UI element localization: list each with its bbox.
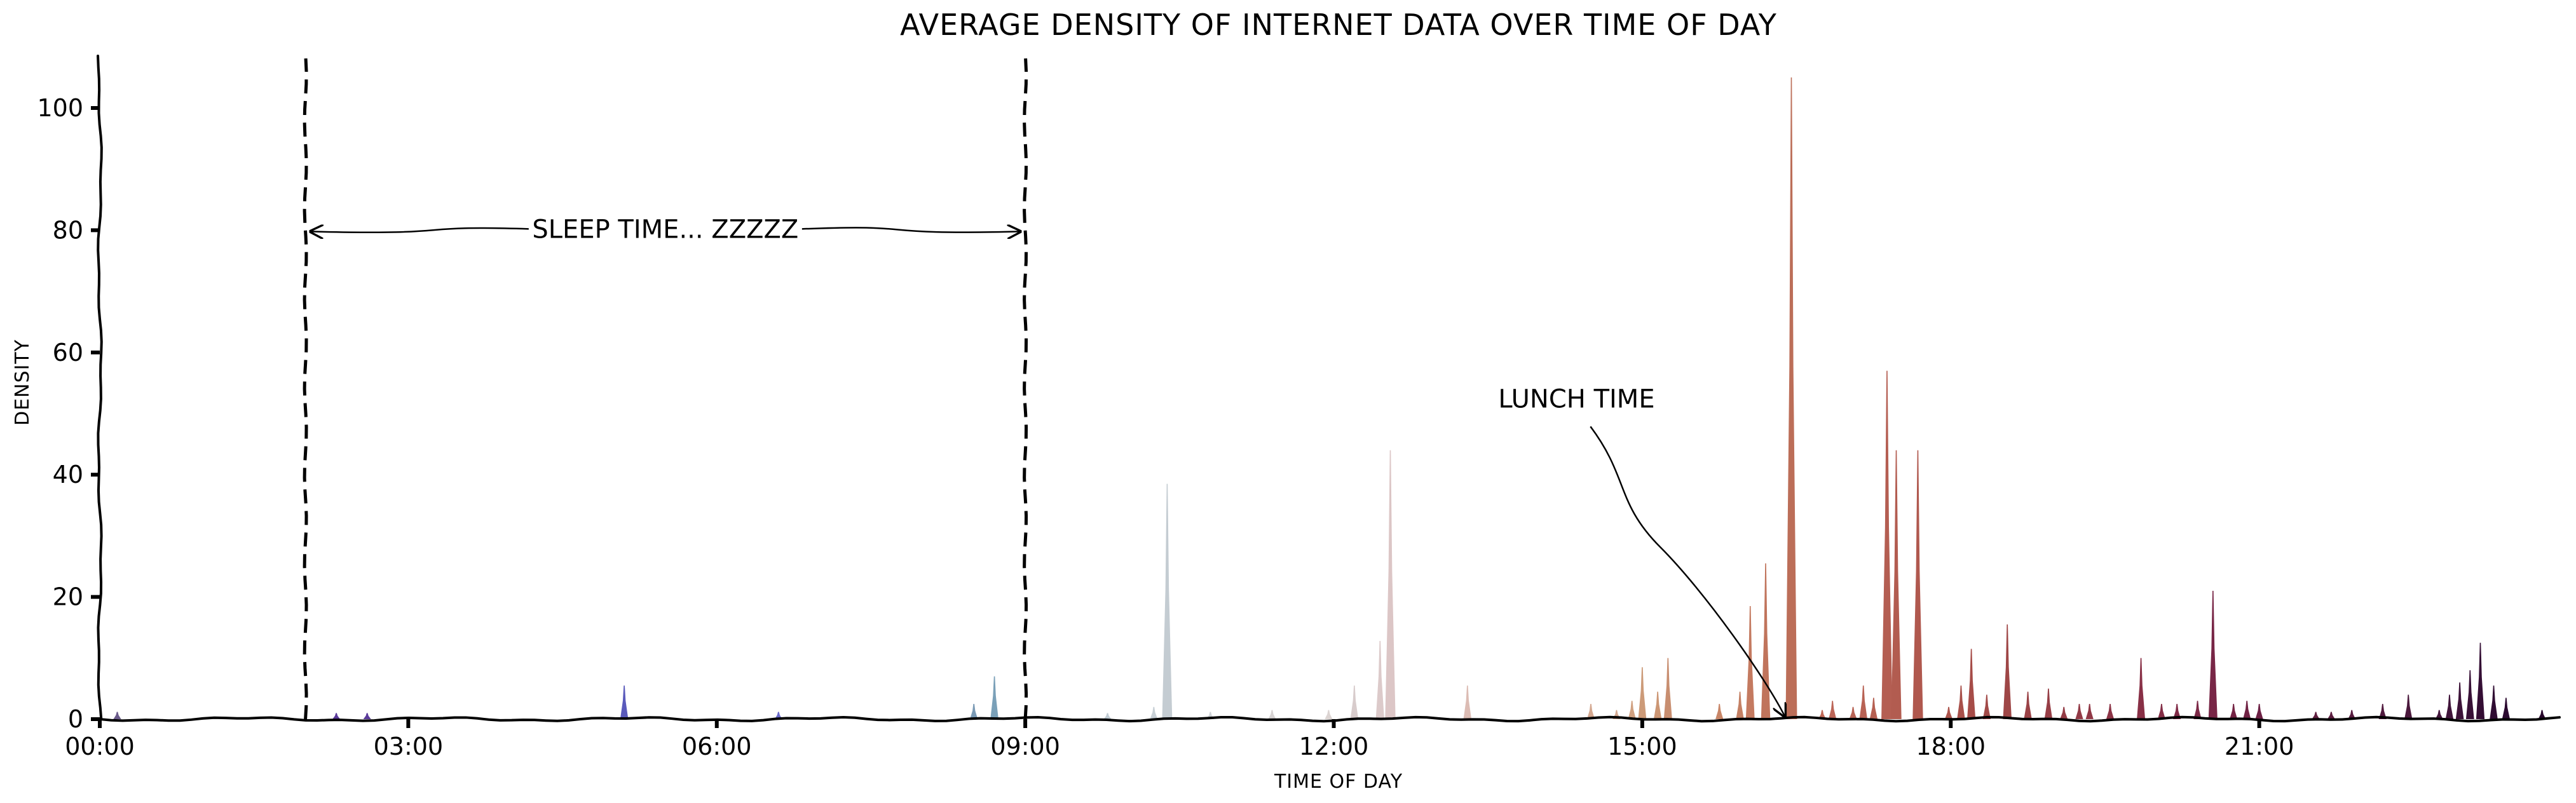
x-tick-label: 00:00	[65, 732, 135, 760]
density-peak	[2538, 710, 2546, 719]
x-tick-label: 15:00	[1607, 732, 1677, 760]
density-peak	[1268, 710, 1276, 719]
density-peak	[2044, 688, 2053, 719]
density-peak	[2490, 685, 2498, 719]
density-peak	[2075, 703, 2083, 719]
density-peak	[1761, 563, 1771, 719]
density-peak	[1849, 706, 1857, 719]
density-peak	[970, 703, 978, 719]
density-peak	[2157, 703, 2166, 719]
density-peak	[1967, 649, 1976, 719]
density-peak	[1785, 77, 1797, 719]
y-tick-label: 60	[53, 339, 83, 367]
sleep-boundary-lines	[303, 58, 1028, 720]
density-peak	[2208, 590, 2218, 719]
density-peak	[1982, 694, 1991, 719]
density-peak	[2137, 658, 2146, 719]
density-peak	[2445, 694, 2454, 719]
density-peak	[1385, 450, 1396, 719]
y-tick-label: 80	[53, 216, 83, 244]
density-peak	[1912, 450, 1923, 719]
density-peak	[1463, 685, 1472, 719]
lunch-time-annotation: LUNCH TIME	[1498, 384, 1785, 717]
density-peak	[2243, 701, 2251, 719]
density-peak	[2455, 682, 2464, 719]
density-peak	[2312, 712, 2320, 719]
x-tick-label: 09:00	[990, 732, 1060, 760]
density-peak	[1350, 685, 1359, 719]
density-peak	[620, 685, 629, 719]
density-peak	[990, 676, 998, 719]
density-peak	[1944, 706, 1953, 719]
density-peak	[2465, 670, 2474, 719]
y-tick-label: 0	[68, 705, 83, 733]
sleep-arrow-right	[801, 227, 1020, 232]
vline-2	[303, 58, 308, 720]
vline-9	[1023, 58, 1028, 720]
density-peak	[1891, 450, 1902, 719]
density-peak	[2173, 703, 2181, 719]
density-peak	[1325, 710, 1333, 719]
lunch-time-label: LUNCH TIME	[1498, 384, 1654, 414]
x-axis-label: TIME OF DAY	[1274, 771, 1403, 793]
y-axis-label: DENSITY	[11, 339, 34, 426]
density-peak	[1736, 691, 1744, 719]
density-peak	[2060, 706, 2068, 719]
x-tick-label: 21:00	[2225, 732, 2294, 760]
density-peak	[1745, 606, 1755, 719]
axis-ticks: 00:00 03:00 06:00 09:00 12:00 15:00 18:00 21:00…	[37, 94, 2294, 760]
density-peak	[1715, 703, 1724, 719]
density-peak	[1957, 685, 1965, 719]
density-peak	[2106, 703, 2115, 719]
density-peak	[2348, 710, 2356, 719]
density-peak	[2378, 703, 2387, 719]
density-peak	[1150, 706, 1158, 719]
density-peak	[2435, 710, 2443, 719]
density-peak	[2502, 698, 2511, 719]
density-peak	[113, 712, 121, 719]
lunch-time-arrow	[1590, 426, 1785, 717]
density-peak	[2193, 701, 2202, 719]
x-tick-label: 03:00	[374, 732, 444, 760]
density-peak	[1638, 667, 1647, 719]
density-peak	[2476, 642, 2485, 719]
density-peaks	[113, 77, 2546, 719]
density-peak	[1829, 701, 1837, 719]
x-tick-label: 18:00	[1916, 732, 1986, 760]
y-tick-label: 40	[53, 461, 83, 489]
density-peak	[2085, 703, 2094, 719]
density-peak	[2230, 703, 2238, 719]
density-peak	[1162, 483, 1173, 719]
density-peak	[1628, 701, 1636, 719]
density-peak	[1859, 685, 1868, 719]
density-peak	[1653, 691, 1662, 719]
density-peak	[1869, 698, 1878, 719]
density-peak	[2327, 712, 2335, 719]
sleep-time-annotation: SLEEP TIME... ZZZZZ	[311, 215, 1021, 244]
density-peak	[1663, 658, 1672, 719]
density-peak	[1881, 370, 1893, 719]
x-tick-label: 12:00	[1299, 732, 1369, 760]
density-peak	[363, 713, 371, 719]
y-axis-line	[97, 55, 103, 722]
axes	[97, 55, 2561, 723]
density-peak	[2003, 624, 2012, 719]
sleep-arrow-left	[311, 228, 529, 233]
density-peak	[1103, 713, 1112, 719]
sleep-time-label: SLEEP TIME... ZZZZZ	[532, 215, 798, 244]
density-peak	[1586, 703, 1595, 719]
x-axis-line	[97, 715, 2561, 723]
y-tick-label: 20	[53, 583, 83, 611]
x-tick-label: 06:00	[682, 732, 752, 760]
chart-title: AVERAGE DENSITY OF INTERNET DATA OVER TI…	[900, 8, 1777, 42]
density-peak	[2404, 694, 2413, 719]
density-peak	[2255, 703, 2263, 719]
y-tick-label: 100	[37, 94, 83, 122]
density-peak	[1818, 710, 1827, 719]
density-peak	[1375, 640, 1384, 719]
density-peak	[2024, 691, 2032, 719]
density-peak	[332, 713, 341, 719]
